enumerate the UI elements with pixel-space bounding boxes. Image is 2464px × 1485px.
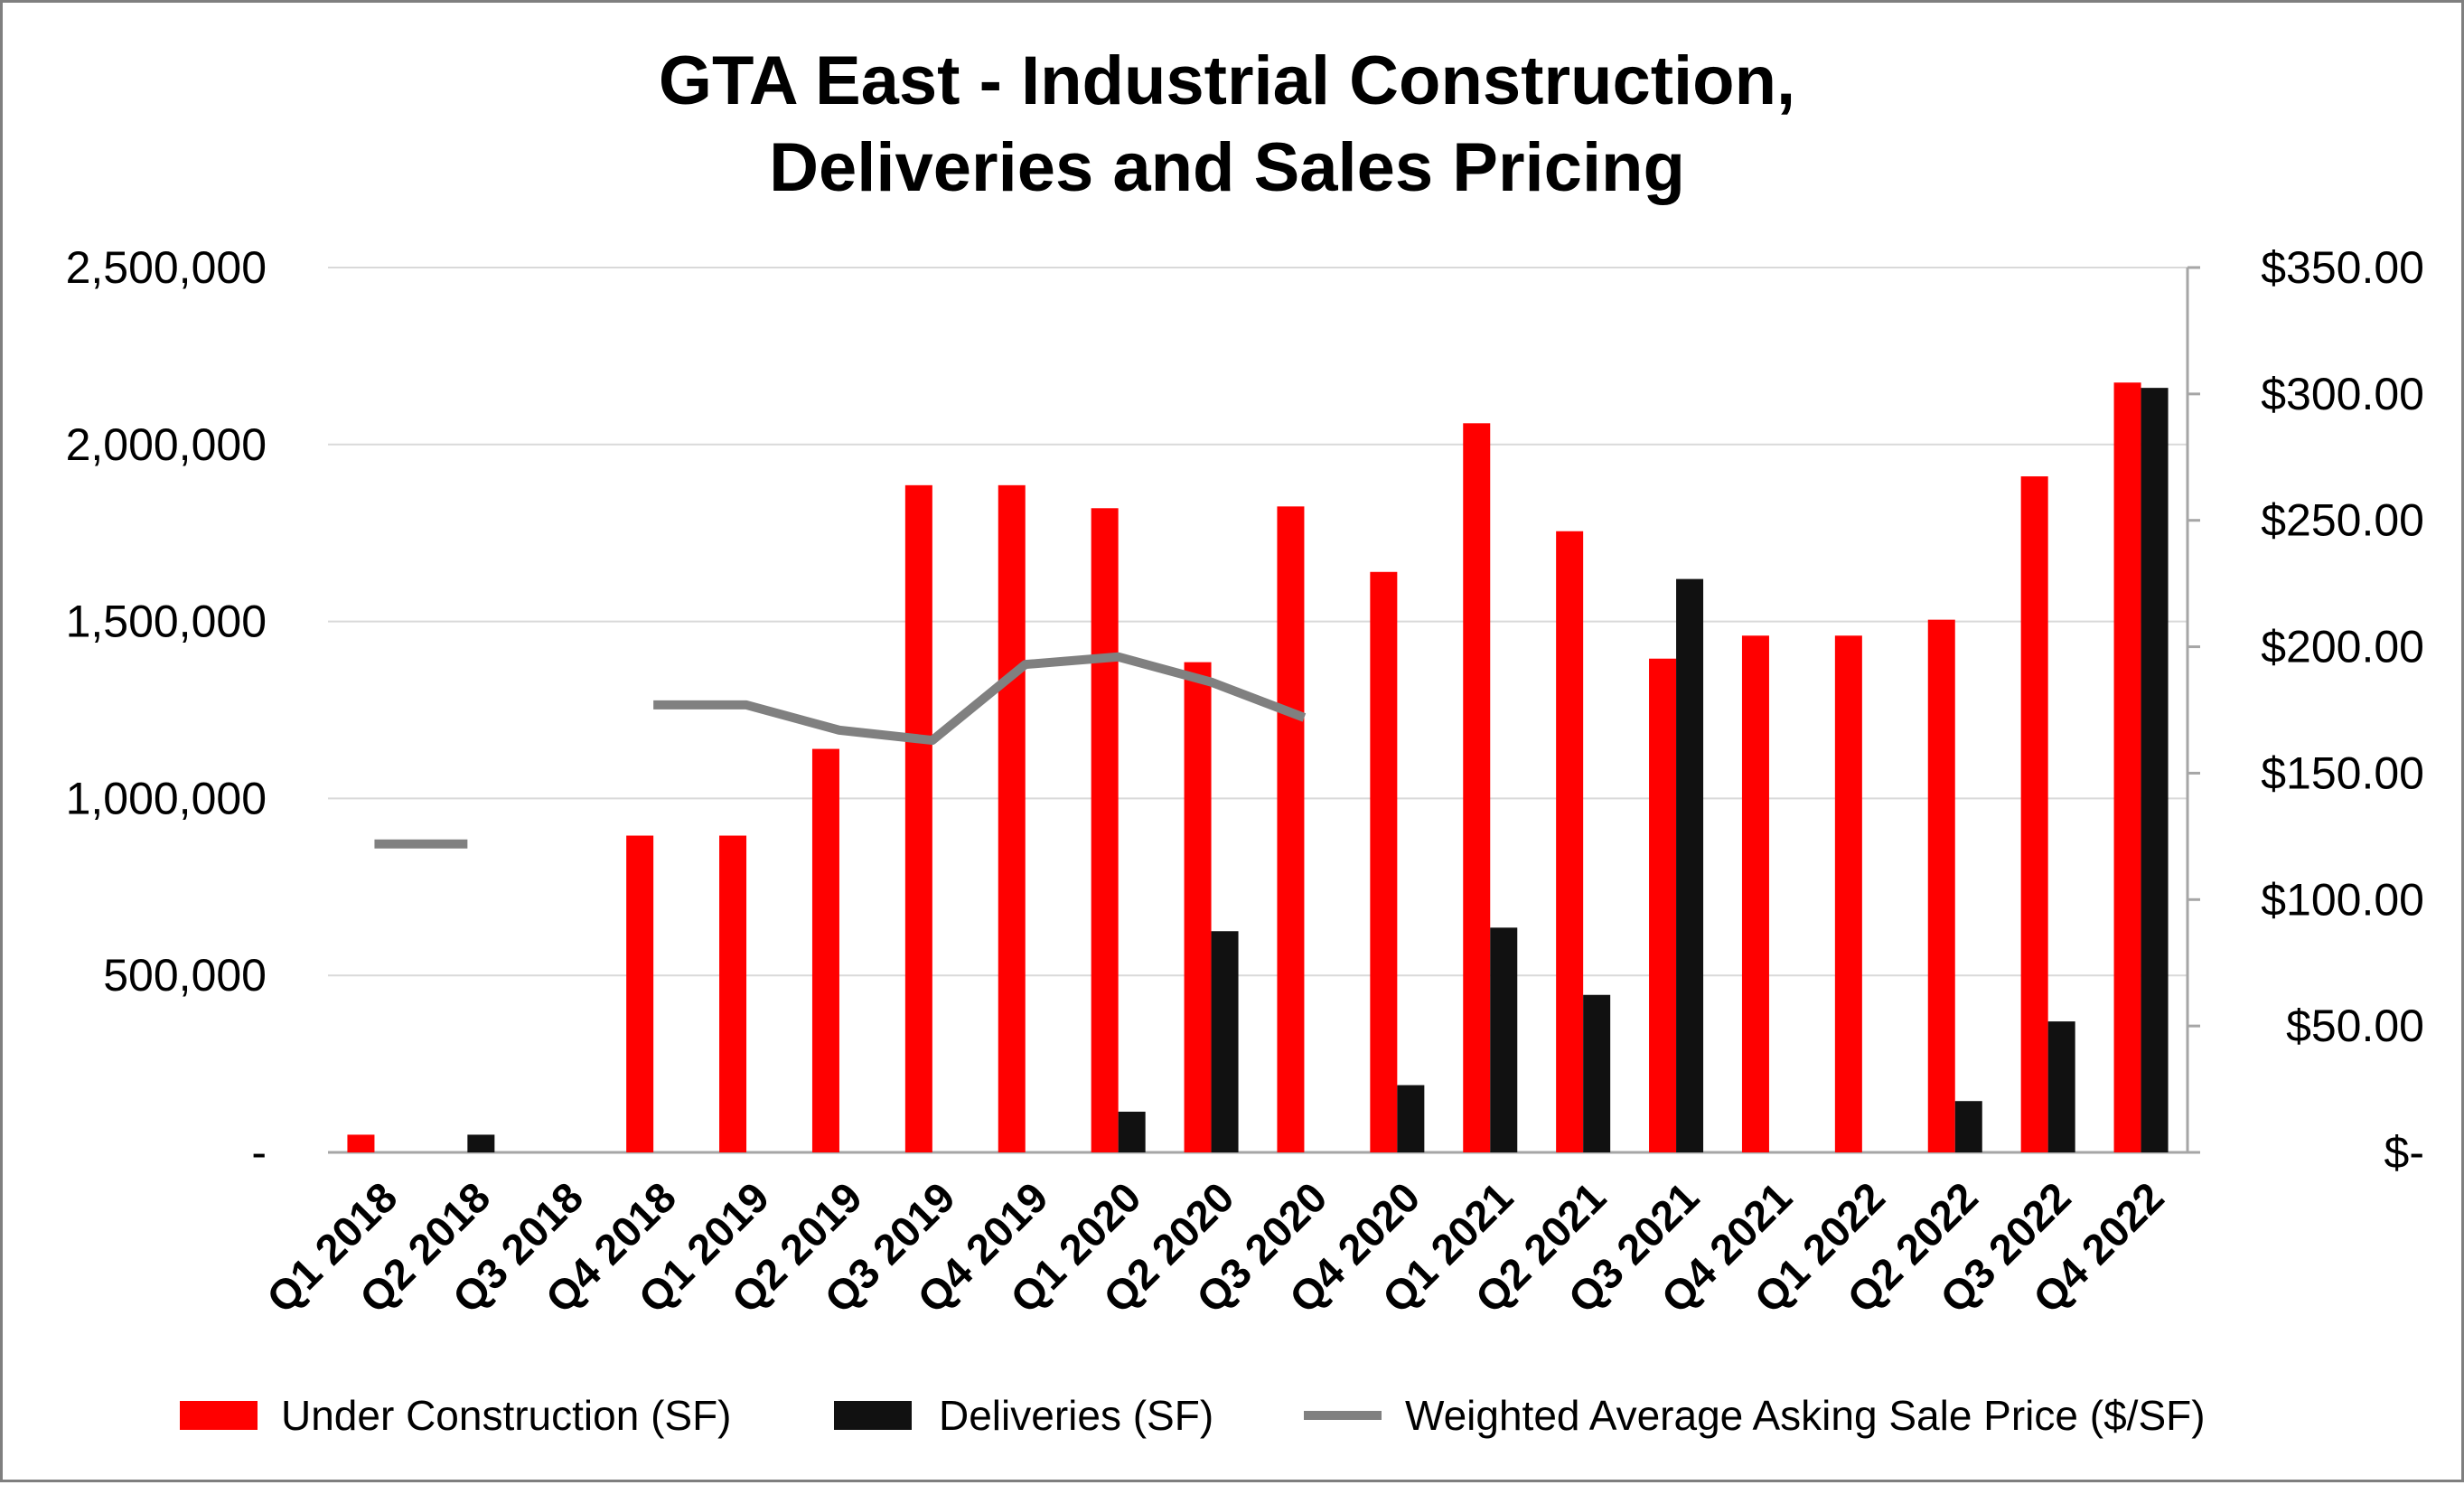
bars: [347, 382, 2169, 1153]
legend-swatch-under-construction: [180, 1401, 258, 1430]
bar-under-construction: [1463, 423, 1491, 1153]
y-left-tick-label: 2,000,000: [66, 419, 267, 470]
bar-deliveries: [1397, 1085, 1425, 1152]
y-right-tick-label: $200.00: [2261, 622, 2424, 672]
bar-under-construction: [1649, 658, 1677, 1152]
bar-under-construction: [1927, 619, 1955, 1152]
y-right-tick-label: $250.00: [2261, 495, 2424, 546]
bar-deliveries: [1583, 994, 1611, 1152]
y-right-tick-label: $-: [2384, 1127, 2424, 1178]
bar-deliveries: [1211, 931, 1239, 1152]
chart-title-line-1: GTA East - Industrial Construction,: [659, 42, 1795, 119]
bar-under-construction: [1277, 506, 1305, 1152]
y-left-tick-label: 1,000,000: [66, 773, 267, 823]
bar-under-construction: [1370, 571, 1398, 1152]
y-right-tick-label: $300.00: [2261, 369, 2424, 419]
y-right-tick-label: $150.00: [2261, 747, 2424, 798]
y-left-tick-label: 500,000: [103, 950, 267, 1001]
chart-svg: GTA East - Industrial Construction, Deli…: [66, 42, 2424, 1439]
legend-label-under-construction: Under Construction (SF): [281, 1392, 732, 1439]
bar-under-construction: [904, 484, 932, 1152]
bar-under-construction: [719, 835, 747, 1152]
y-left-tick-label: 2,500,000: [66, 242, 267, 293]
y-right-tick-label: $350.00: [2261, 242, 2424, 293]
gridlines: [328, 267, 2188, 977]
bar-deliveries: [467, 1134, 495, 1152]
bar-under-construction: [1741, 635, 1769, 1152]
bar-under-construction: [811, 748, 839, 1152]
bar-deliveries: [2047, 1021, 2075, 1152]
legend-label-price: Weighted Average Asking Sale Price ($/SF…: [1405, 1392, 2206, 1439]
legend-swatch-deliveries: [834, 1401, 912, 1430]
bar-under-construction: [2020, 476, 2048, 1152]
y-left-tick-label: -: [251, 1127, 267, 1178]
bar-deliveries: [1490, 927, 1518, 1152]
bar-under-construction: [347, 1134, 375, 1152]
legend: Under Construction (SF) Deliveries (SF) We…: [180, 1392, 2206, 1439]
bar-deliveries: [1118, 1111, 1146, 1152]
y-left-tick-label: 1,500,000: [66, 597, 267, 647]
bar-under-construction: [998, 484, 1026, 1152]
bar-deliveries: [2141, 388, 2169, 1152]
bar-deliveries: [1954, 1101, 1982, 1152]
bar-deliveries: [1676, 578, 1704, 1152]
chart-title-line-2: Deliveries and Sales Pricing: [769, 129, 1685, 206]
bar-under-construction: [626, 835, 654, 1152]
axes: - 500,000 1,000,000 1,500,000 2,000,000 2,500…: [66, 242, 2424, 1322]
price-line-layer: [374, 652, 1307, 849]
bar-under-construction: [1091, 508, 1119, 1152]
y-right-tick-label: $100.00: [2261, 874, 2424, 925]
price-line-segment: [653, 652, 1307, 746]
bar-under-construction: [2113, 382, 2141, 1152]
legend-label-deliveries: Deliveries (SF): [939, 1392, 1213, 1439]
bar-under-construction: [1556, 531, 1584, 1152]
y-right-tick-label: $50.00: [2286, 1001, 2424, 1051]
bar-under-construction: [1184, 662, 1212, 1152]
bar-under-construction: [1834, 635, 1862, 1152]
